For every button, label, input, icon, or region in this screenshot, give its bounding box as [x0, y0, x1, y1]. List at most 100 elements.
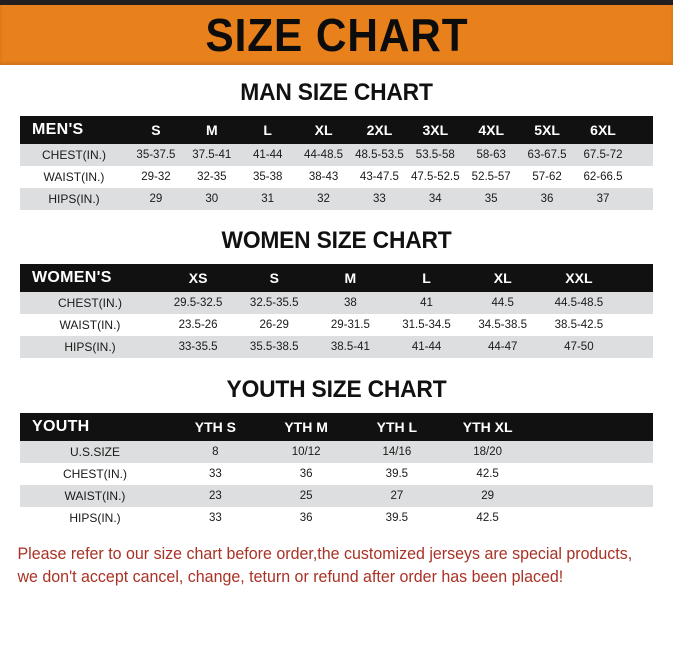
women-cell-value: 32.5-35.5	[236, 292, 313, 314]
women-cell-value: 44.5-48.5	[540, 292, 617, 314]
men-row-label: CHEST(IN.)	[20, 144, 128, 166]
men-table-row: HIPS(IN.) 29 30 31 32 33 34 35 36 37	[20, 188, 653, 210]
men-header-size-l: L	[239, 116, 296, 144]
men-header-label: MEN'S	[20, 116, 128, 144]
men-cell-value: 35-38	[239, 166, 296, 188]
men-header-spacer	[631, 116, 653, 144]
youth-cell-value: 8	[170, 441, 261, 463]
youth-cell-value: 18/20	[442, 441, 533, 463]
men-cell-value: 57-62	[519, 166, 575, 188]
men-row-label: WAIST(IN.)	[20, 166, 128, 188]
youth-header-label: YOUTH	[20, 413, 170, 441]
youth-table-head: YOUTH YTH S YTH M YTH L YTH XL	[20, 413, 653, 441]
women-table-head: WOMEN'S XS S M L XL XXL	[20, 264, 653, 292]
men-section-title: MAN SIZE CHART	[240, 79, 433, 106]
men-cell-value: 31	[239, 188, 296, 210]
youth-cell-value: 25	[260, 485, 352, 507]
men-header-size-xl: XL	[295, 116, 352, 144]
order-policy-line-1: Please refer to our size chart before or…	[17, 545, 633, 563]
men-cell-spacer	[631, 188, 653, 210]
page-banner: SIZE CHART	[0, 5, 673, 65]
men-size-section: MAN SIZE CHART MEN'S S M L XL 2XL 3XL 4XL 5XL 6XL…	[0, 79, 673, 210]
order-policy-line-2: we don't accept cancel, change, teturn o…	[17, 568, 564, 587]
youth-header-row: YOUTH YTH S YTH M YTH L YTH XL	[20, 413, 653, 441]
men-header-size-3xl: 3XL	[407, 116, 464, 144]
men-cell-value: 38-43	[295, 166, 352, 188]
youth-header-spacer	[533, 413, 653, 441]
men-header-size-6xl: 6XL	[575, 116, 631, 144]
men-header-size-m: M	[183, 116, 240, 144]
youth-row-label: HIPS(IN.)	[20, 507, 170, 529]
men-cell-value: 29-32	[128, 166, 184, 188]
women-header-size-s: S	[236, 264, 313, 292]
men-cell-value: 41-44	[239, 144, 296, 166]
men-cell-value: 43-47.5	[351, 166, 408, 188]
men-cell-value: 32	[295, 188, 352, 210]
women-table-row: WAIST(IN.) 23.5-26 26-29 29-31.5 31.5-34.5 34…	[20, 314, 653, 336]
men-size-table: MEN'S S M L XL 2XL 3XL 4XL 5XL 6XL CHEST(IN.) 35-3…	[20, 116, 653, 210]
men-cell-spacer	[631, 144, 653, 166]
youth-cell-value: 42.5	[442, 463, 533, 485]
youth-cell-value: 39.5	[351, 507, 443, 529]
youth-cell-value: 29	[442, 485, 533, 507]
women-cell-value: 29.5-32.5	[160, 292, 237, 314]
women-cell-value: 26-29	[236, 314, 313, 336]
men-cell-value: 67.5-72	[575, 144, 631, 166]
men-cell-value: 36	[519, 188, 575, 210]
youth-table-row: HIPS(IN.) 33 36 39.5 42.5	[20, 507, 653, 529]
youth-table-row: CHEST(IN.) 33 36 39.5 42.5	[20, 463, 653, 485]
men-cell-value: 58-63	[463, 144, 520, 166]
youth-header-size-yths: YTH S	[170, 413, 261, 441]
women-header-size-l: L	[388, 264, 465, 292]
men-cell-value: 33	[351, 188, 408, 210]
women-row-label: WAIST(IN.)	[20, 314, 160, 336]
women-cell-spacer	[617, 292, 653, 314]
women-header-label: WOMEN'S	[20, 264, 160, 292]
youth-cell-value: 33	[170, 463, 261, 485]
women-header-row: WOMEN'S XS S M L XL XXL	[20, 264, 653, 292]
women-table-row: HIPS(IN.) 33-35.5 35.5-38.5 38.5-41 41-44 44-…	[20, 336, 653, 358]
men-cell-value: 44-48.5	[295, 144, 352, 166]
women-cell-value: 33-35.5	[160, 336, 237, 358]
men-header-row: MEN'S S M L XL 2XL 3XL 4XL 5XL 6XL	[20, 116, 653, 144]
youth-cell-spacer	[533, 441, 653, 463]
men-cell-value: 34	[407, 188, 464, 210]
men-table-body: CHEST(IN.) 35-37.5 37.5-41 41-44 44-48.5 48.5…	[20, 144, 653, 210]
men-cell-spacer	[631, 166, 653, 188]
women-header-spacer	[617, 264, 653, 292]
men-header-size-4xl: 4XL	[463, 116, 520, 144]
youth-row-label: CHEST(IN.)	[20, 463, 170, 485]
youth-cell-value: 23	[170, 485, 261, 507]
women-header-size-xl: XL	[464, 264, 541, 292]
men-cell-value: 48.5-53.5	[351, 144, 408, 166]
youth-cell-spacer	[533, 507, 653, 529]
youth-cell-value: 14/16	[351, 441, 443, 463]
men-table-head: MEN'S S M L XL 2XL 3XL 4XL 5XL 6XL	[20, 116, 653, 144]
youth-header-size-ythxl: YTH XL	[442, 413, 533, 441]
women-cell-value: 34.5-38.5	[464, 314, 541, 336]
women-row-label: CHEST(IN.)	[20, 292, 160, 314]
women-cell-value: 44.5	[464, 292, 541, 314]
youth-header-size-ythl: YTH L	[351, 413, 443, 441]
men-cell-value: 63-67.5	[519, 144, 575, 166]
women-cell-value: 41	[388, 292, 465, 314]
men-row-label: HIPS(IN.)	[20, 188, 128, 210]
youth-cell-spacer	[533, 485, 653, 507]
women-section-title: WOMEN SIZE CHART	[221, 227, 452, 254]
men-cell-value: 47.5-52.5	[407, 166, 464, 188]
women-size-section: WOMEN SIZE CHART WOMEN'S XS S M L XL XXL CHEST…	[0, 227, 673, 358]
youth-size-table: YOUTH YTH S YTH M YTH L YTH XL U.S.SIZE 8 10/1…	[20, 413, 653, 529]
women-cell-value: 31.5-34.5	[388, 314, 465, 336]
youth-row-label: WAIST(IN.)	[20, 485, 170, 507]
men-table-row: CHEST(IN.) 35-37.5 37.5-41 41-44 44-48.5 48.5…	[20, 144, 653, 166]
women-header-size-m: M	[312, 264, 389, 292]
women-cell-value: 41-44	[388, 336, 465, 358]
women-cell-value: 38.5-42.5	[540, 314, 617, 336]
men-cell-value: 29	[128, 188, 184, 210]
men-header-size-2xl: 2XL	[351, 116, 408, 144]
men-table-row: WAIST(IN.) 29-32 32-35 35-38 38-43 43-47.5 47.…	[20, 166, 653, 188]
women-cell-value: 47-50	[540, 336, 617, 358]
youth-row-label: U.S.SIZE	[20, 441, 170, 463]
men-cell-value: 62-66.5	[575, 166, 631, 188]
youth-table-body: U.S.SIZE 8 10/12 14/16 18/20 CHEST(IN.) 33 36 39…	[20, 441, 653, 529]
